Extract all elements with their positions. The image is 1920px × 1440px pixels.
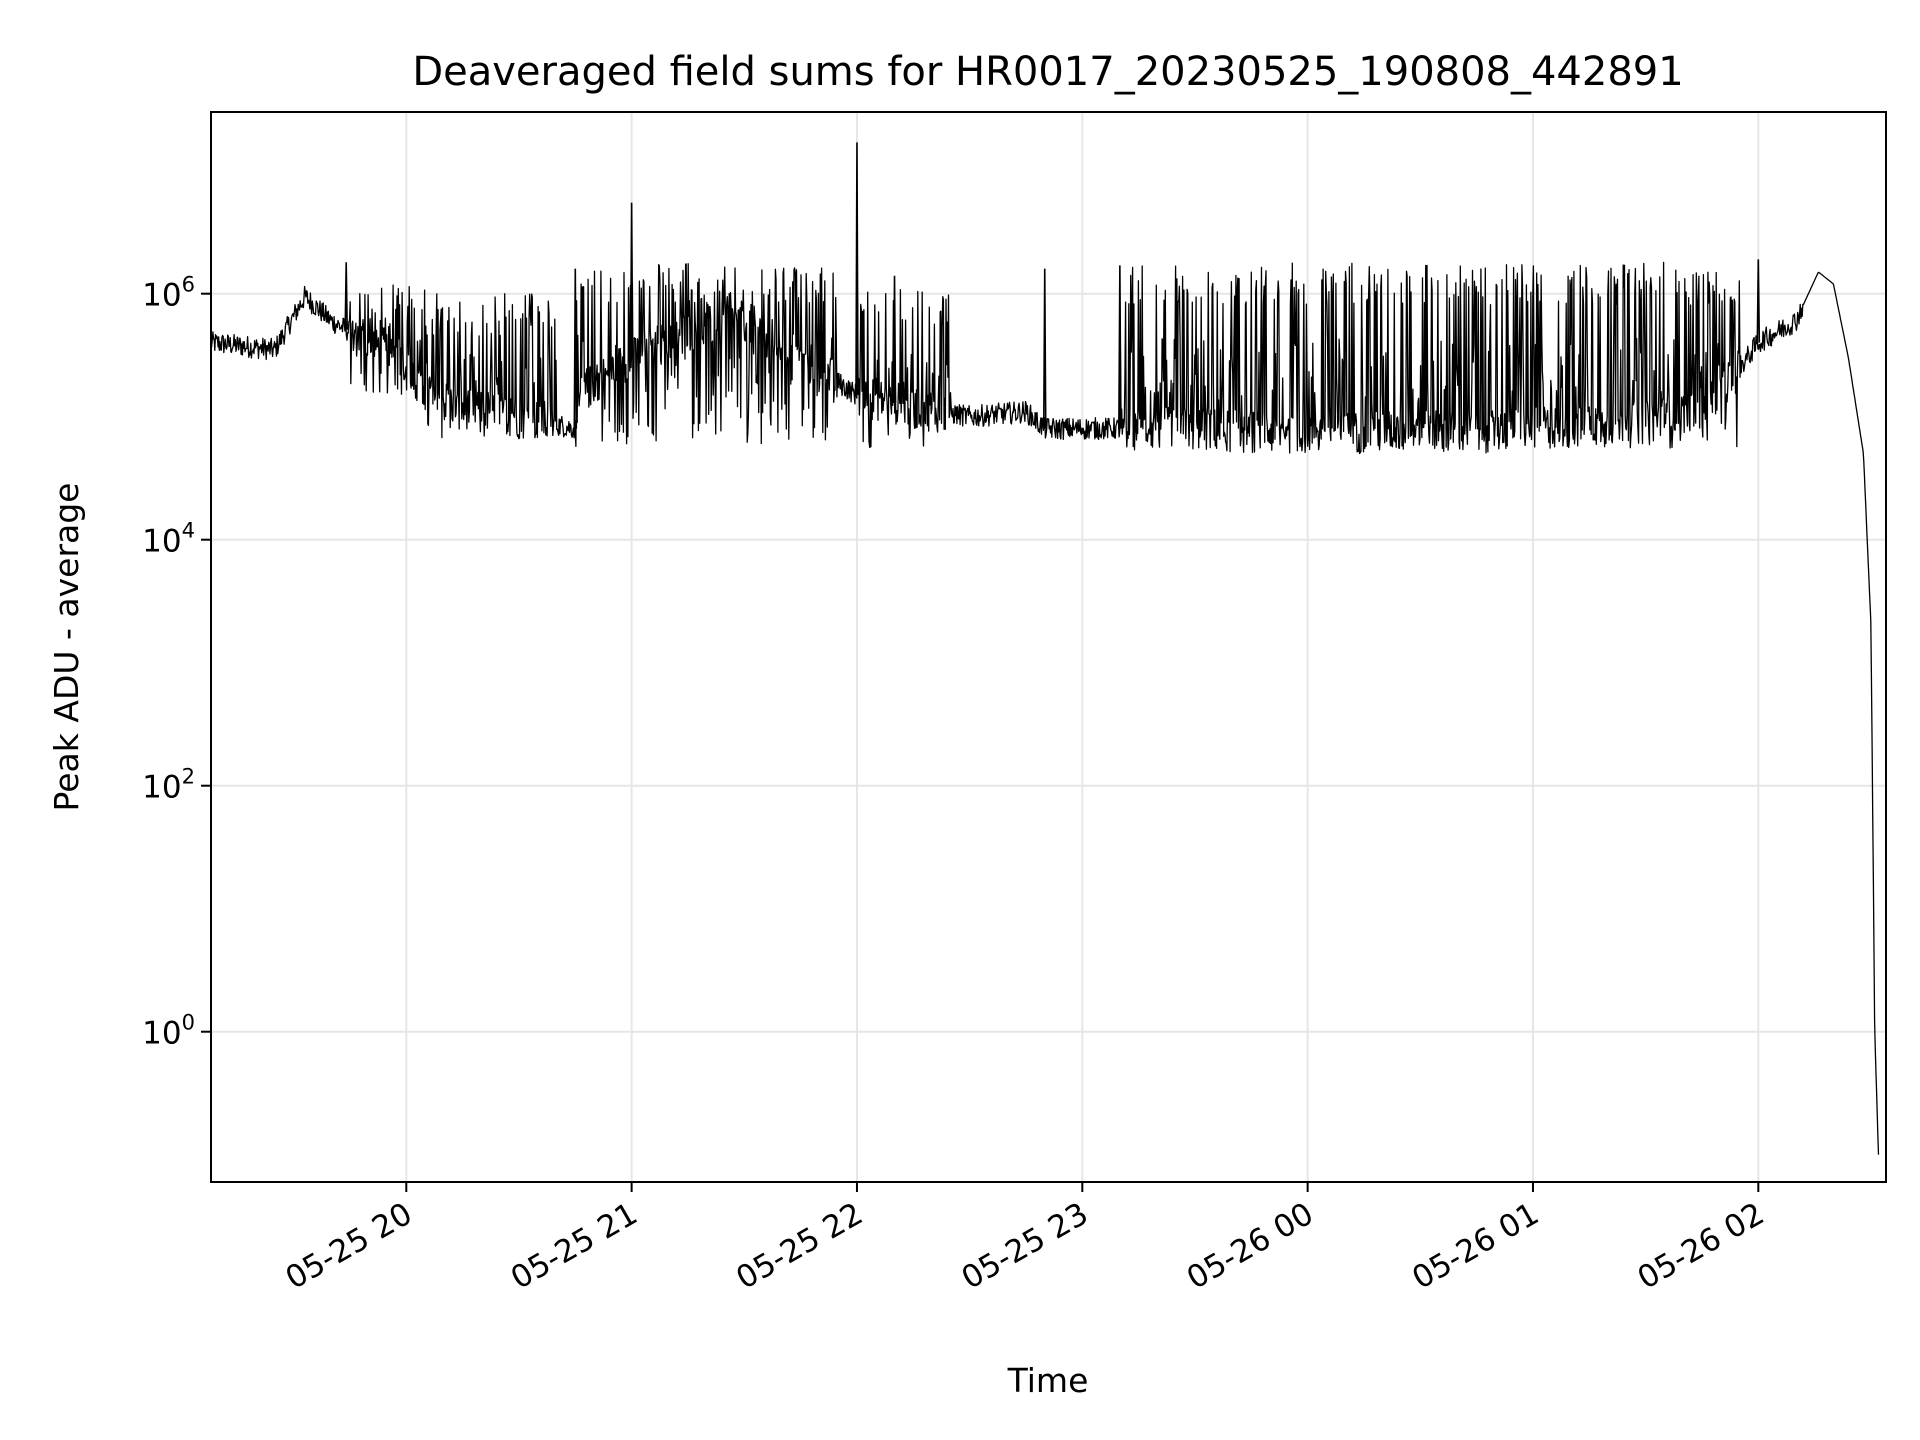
y-tick-label: 106	[142, 273, 195, 314]
y-tick-label: 100	[142, 1011, 195, 1052]
chart-title: Deaveraged field sums for HR0017_2023052…	[412, 49, 1683, 95]
x-axis-title: Time	[1007, 1361, 1089, 1400]
spike-mark	[1042, 268, 1047, 429]
data-layer	[210, 142, 1880, 1155]
spike-mark	[344, 262, 349, 330]
y-axis-title: Peak ADU - average	[47, 483, 86, 812]
series-line	[210, 261, 1880, 1155]
spike-mark	[1756, 259, 1761, 343]
y-tick-label: 102	[142, 765, 195, 806]
y-tick-label: 104	[142, 519, 195, 560]
plot-frame	[210, 111, 1887, 1183]
